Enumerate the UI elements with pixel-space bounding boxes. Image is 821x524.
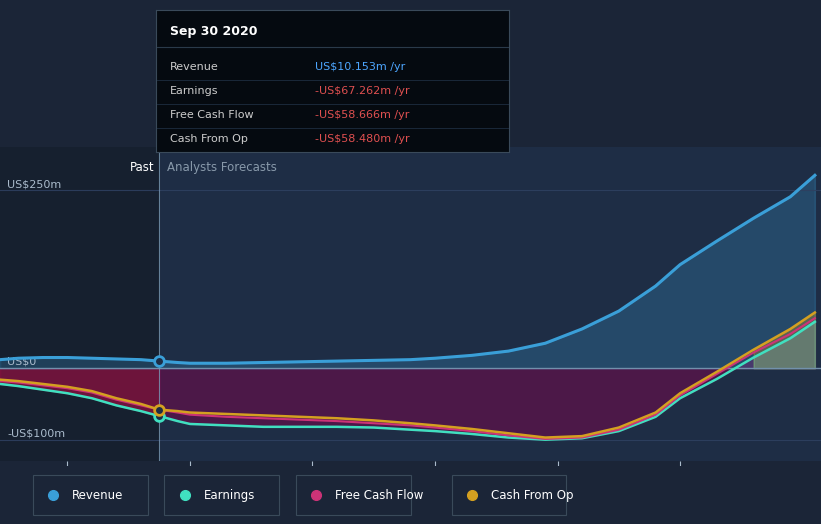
- Text: Sep 30 2020: Sep 30 2020: [170, 25, 258, 38]
- Text: Past: Past: [130, 161, 154, 174]
- Text: Revenue: Revenue: [170, 62, 219, 72]
- Text: US$0: US$0: [7, 357, 37, 367]
- Text: Earnings: Earnings: [204, 489, 255, 501]
- Text: US$10.153m /yr: US$10.153m /yr: [315, 62, 405, 72]
- Text: Cash From Op: Cash From Op: [491, 489, 573, 501]
- Text: US$250m: US$250m: [7, 180, 62, 190]
- Text: Revenue: Revenue: [72, 489, 124, 501]
- Text: Free Cash Flow: Free Cash Flow: [170, 110, 254, 120]
- Text: Free Cash Flow: Free Cash Flow: [335, 489, 424, 501]
- Text: Cash From Op: Cash From Op: [170, 134, 248, 144]
- Text: -US$67.262m /yr: -US$67.262m /yr: [315, 86, 410, 96]
- Text: Earnings: Earnings: [170, 86, 218, 96]
- Text: -US$58.666m /yr: -US$58.666m /yr: [315, 110, 409, 120]
- Bar: [0, 147, 159, 461]
- Text: Analysts Forecasts: Analysts Forecasts: [167, 161, 277, 174]
- Text: -US$100m: -US$100m: [7, 428, 66, 438]
- Text: -US$58.480m /yr: -US$58.480m /yr: [315, 134, 410, 144]
